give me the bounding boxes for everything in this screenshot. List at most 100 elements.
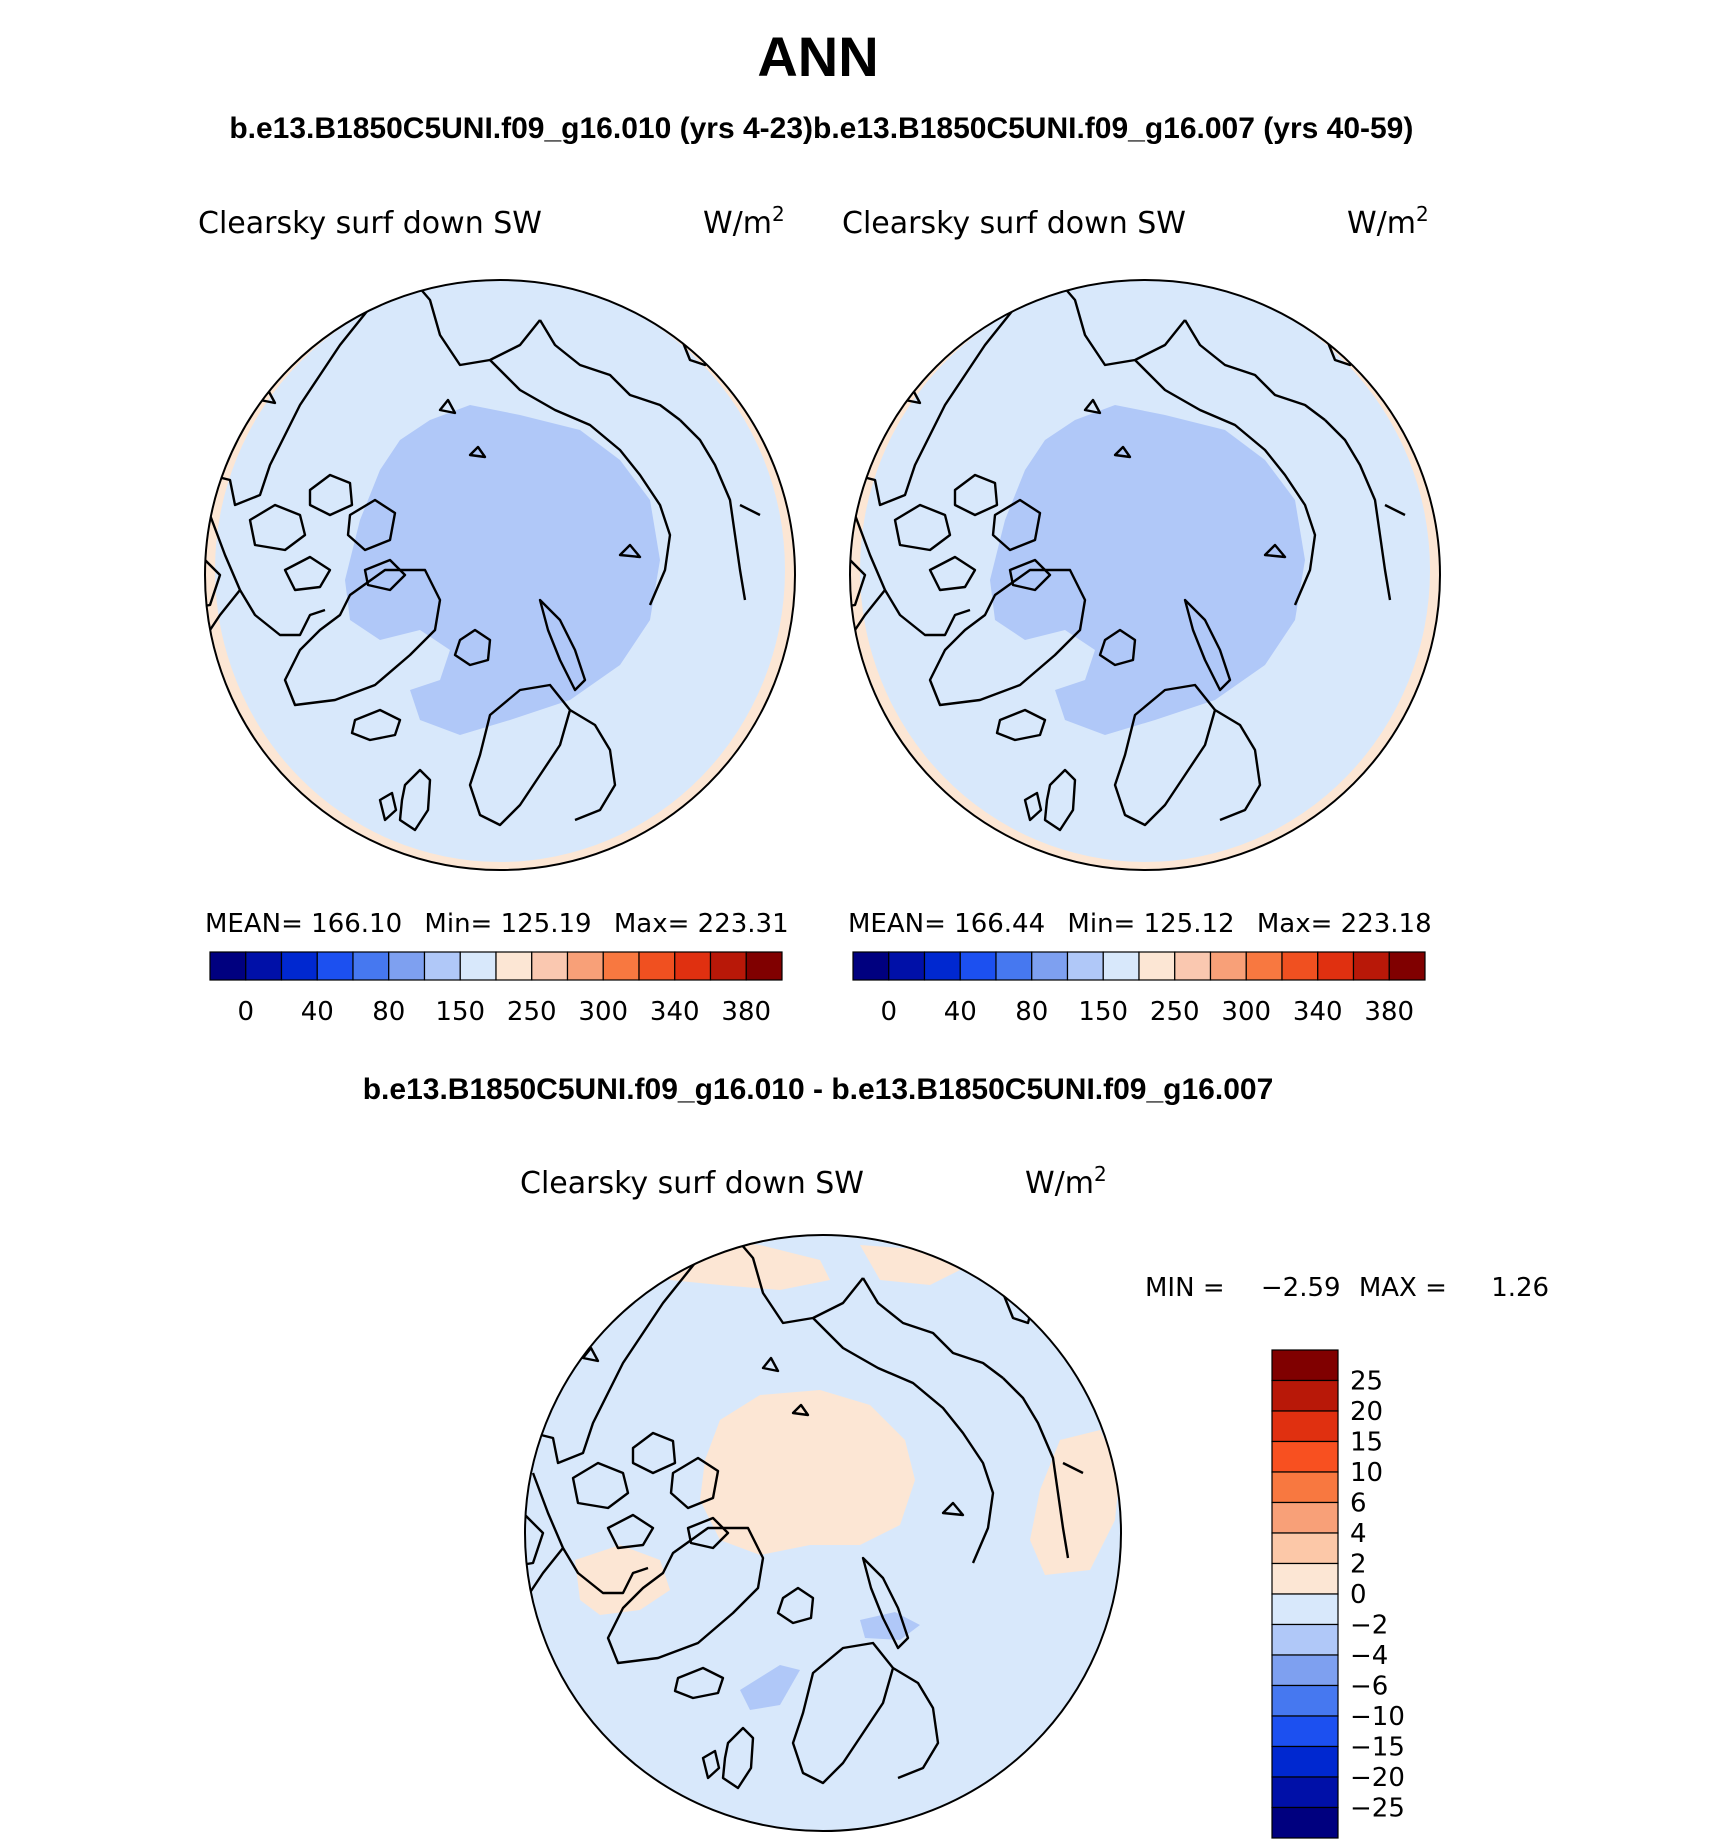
colorbar-difference-swatch [1271, 1776, 1339, 1809]
colorbar-difference-swatch [1271, 1471, 1339, 1504]
panel-case1-units-base: W/m [703, 206, 772, 241]
colorbar-case2-tick-label: 300 [1221, 997, 1271, 1027]
colorbar-case1-tick-label: 300 [578, 997, 628, 1027]
colorbar-case2-swatch [923, 951, 961, 981]
colorbar-case1-swatch [674, 951, 712, 981]
colorbar-case2-swatch [1174, 951, 1212, 981]
colorbar-case1-tick-label: 0 [237, 997, 254, 1027]
map-difference-positive-central [700, 1390, 915, 1555]
colorbar-case2-swatch [1245, 951, 1283, 981]
colorbar-case1-swatch [459, 951, 497, 981]
colorbar-difference-swatch [1271, 1379, 1339, 1412]
colorbar-difference-tick-label: −4 [1350, 1641, 1388, 1671]
colorbar-difference-swatch [1271, 1593, 1339, 1626]
panel-difference-stats: MIN = −2.59 MAX = 1.26 [1145, 1273, 1549, 1303]
colorbar-case2-swatch [1281, 951, 1319, 981]
colorbar-case2-tick-label: 340 [1293, 997, 1343, 1027]
colorbar-difference-tick-label: −6 [1350, 1672, 1388, 1702]
colorbar-difference-tick-label: 0 [1350, 1580, 1367, 1610]
panel-difference-max-label: MAX = [1359, 1273, 1447, 1303]
map-difference-positive-west [575, 1545, 670, 1615]
panel-case2-units-exp: 2 [1416, 202, 1429, 226]
map-difference-negative-east [860, 1612, 920, 1640]
map-difference [525, 1235, 1121, 1831]
panel-case2: Clearsky surf down SW W/m2 MEAN= 166.44 … [842, 202, 1441, 1027]
panel-difference-units: W/m2 [1025, 1162, 1107, 1201]
colorbar-case1-swatch [352, 951, 390, 981]
panel-case2-units: W/m2 [1347, 202, 1429, 241]
panel-case1-max-value: 223.31 [698, 909, 789, 939]
panel-case2-max-value: 223.18 [1341, 909, 1432, 939]
colorbar-case1-swatch [209, 951, 247, 981]
map-case1 [205, 280, 795, 870]
panel-case2-min-label: Min= [1067, 909, 1135, 939]
map-case1-inner-region [345, 405, 660, 735]
colorbar-case1-tick-label: 250 [507, 997, 557, 1027]
colorbar-difference-swatch [1271, 1806, 1339, 1839]
map-difference-positive-east [1030, 1430, 1120, 1575]
colorbar-case2-swatch [852, 951, 890, 981]
map-difference-negative-south [740, 1665, 800, 1710]
colorbar-case2-swatch [1388, 951, 1426, 981]
colorbar-difference-swatch [1271, 1562, 1339, 1595]
colorbar-difference-tick-label: 4 [1350, 1519, 1367, 1549]
colorbar-case1-swatch [388, 951, 426, 981]
panel-difference-max-value: 1.26 [1491, 1273, 1549, 1303]
panel-case1-mean-label: MEAN= [205, 909, 303, 939]
colorbar-case2-tick-label: 250 [1150, 997, 1200, 1027]
colorbar-case2-tick-label: 0 [880, 997, 897, 1027]
panel-difference: Clearsky surf down SW W/m2 MIN = −2.59 M… [520, 1162, 1549, 1839]
colorbar-case1-tick-label: 340 [650, 997, 700, 1027]
colorbar-difference-tick-label: 25 [1350, 1367, 1383, 1397]
colorbar-case1-swatch [245, 951, 283, 981]
colorbar-case1-swatch [316, 951, 354, 981]
panel-case1-stats: MEAN= 166.10 Min= 125.19 Max= 223.31 [205, 909, 789, 939]
colorbar-difference-tick-label: −10 [1350, 1702, 1405, 1732]
colorbar-case2-swatch [1031, 951, 1069, 981]
panel-case1: Clearsky surf down SW W/m2 MEAN= 166.10 … [198, 202, 796, 1027]
difference-title: b.e13.B1850C5UNI.f09_g16.010 - b.e13.B18… [363, 1073, 1274, 1106]
colorbar-difference-tick-label: −25 [1350, 1794, 1405, 1824]
colorbar-case1-swatch [280, 951, 318, 981]
colorbar-difference-swatch [1271, 1654, 1339, 1687]
panel-case2-units-base: W/m [1347, 206, 1416, 241]
colorbar-difference-swatch [1271, 1532, 1339, 1565]
panel-case1-min-label: Min= [424, 909, 492, 939]
figure-title: ANN [757, 25, 878, 88]
colorbar-case2-swatch [1209, 951, 1247, 981]
colorbar-case1-swatch [745, 951, 783, 981]
colorbar-case1-tick-label: 380 [721, 997, 771, 1027]
colorbar-difference-swatch [1271, 1349, 1339, 1382]
panel-case2-mean-label: MEAN= [848, 909, 946, 939]
panel-difference-min-value: −2.59 [1261, 1273, 1341, 1303]
colorbar-difference-swatch [1271, 1623, 1339, 1656]
colorbar-case1: 0 40 80 150 250 300 340 380 [209, 951, 783, 1027]
colorbar-difference-swatch [1271, 1410, 1339, 1443]
colorbar-case1-tick-label: 80 [372, 997, 405, 1027]
map-case2-boundary [849, 279, 1441, 871]
panel-case2-max-label: Max= [1257, 909, 1333, 939]
colorbar-case1-swatch [495, 951, 533, 981]
colorbar-case2-swatch [995, 951, 1033, 981]
colorbar-case1-swatch [638, 951, 676, 981]
colorbar-case1-swatch [709, 951, 747, 981]
panel-difference-units-exp: 2 [1094, 1162, 1107, 1186]
colorbar-difference-swatch [1271, 1440, 1339, 1473]
panel-difference-min-label: MIN = [1145, 1273, 1225, 1303]
colorbar-difference-tick-label: −15 [1350, 1733, 1405, 1763]
map-case2 [850, 280, 1440, 870]
colorbar-case2-swatch [1102, 951, 1140, 981]
map-difference-boundary [524, 1234, 1122, 1832]
colorbar-difference-tick-label: 15 [1350, 1428, 1383, 1458]
colorbar-case2-swatch [1317, 951, 1355, 981]
colorbar-case2-tick-label: 80 [1015, 997, 1048, 1027]
colorbar-difference-tick-label: 2 [1350, 1550, 1367, 1580]
colorbar-case1-swatch [423, 951, 461, 981]
colorbar-case1-tick-label: 40 [301, 997, 334, 1027]
colorbar-case1-swatch [602, 951, 640, 981]
panel-case2-variable: Clearsky surf down SW [842, 206, 1186, 241]
colorbar-case2-tick-label: 40 [944, 997, 977, 1027]
map-case1-boundary [204, 279, 796, 871]
